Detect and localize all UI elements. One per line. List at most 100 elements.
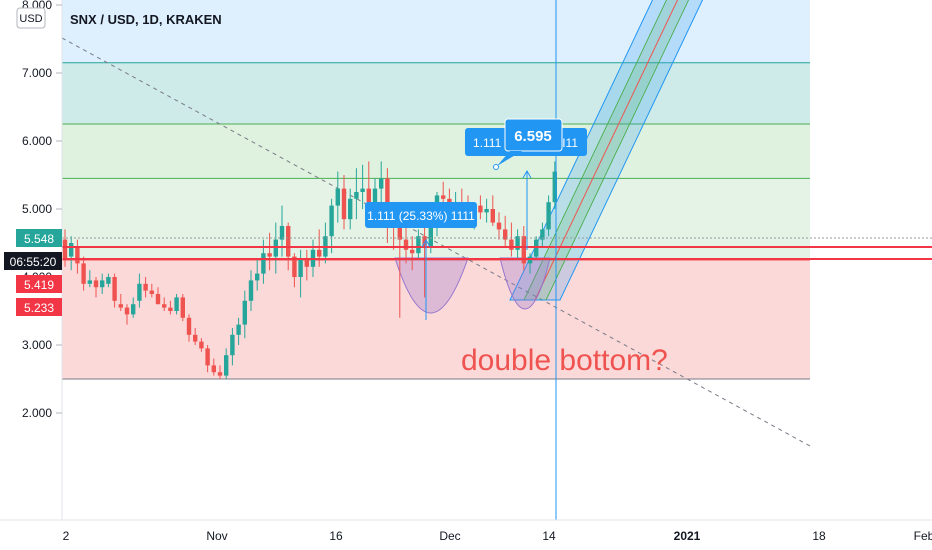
candle-body (87, 280, 92, 284)
candle-body (428, 226, 433, 247)
svg-text:06:55:20: 06:55:20 (10, 255, 57, 269)
candle-body (292, 256, 297, 277)
target-note[interactable]: 1.111 I11 6.595 (465, 118, 587, 170)
measure-note[interactable]: 1.111 (25.33%) 1111 (365, 202, 477, 228)
candle-body (143, 283, 148, 291)
time-tick-label: 14 (542, 529, 556, 543)
symbol-title: SNX / USD, 1D, KRAKEN (70, 12, 222, 27)
candle-body (149, 290, 154, 294)
candle-body (478, 205, 483, 213)
price-tick-label: 2.000 (22, 406, 52, 420)
candle-body (410, 249, 415, 254)
candle-body (242, 300, 247, 325)
candle-body (385, 178, 390, 216)
candle-body (540, 229, 545, 240)
candle-body (279, 226, 285, 240)
candle-body (155, 294, 161, 305)
fib-zone-0 (62, 260, 810, 379)
fib-zone-2 (62, 124, 810, 179)
candle-body (75, 246, 80, 264)
candle-body (62, 239, 68, 260)
double-bottom-annotation[interactable]: double bottom? (461, 344, 668, 377)
countdown-tag: 06:55:20 (4, 252, 62, 270)
candle-body (509, 239, 514, 250)
candle-body (348, 198, 353, 220)
candle-body (162, 304, 167, 308)
candle-body (69, 243, 74, 257)
bottom-arc-left (394, 257, 469, 314)
time-axis[interactable] (0, 520, 932, 550)
target-note-left: 1.111 (473, 136, 502, 150)
candle-body (354, 192, 359, 199)
svg-text:USD: USD (19, 13, 42, 25)
svg-text:5.548: 5.548 (24, 232, 54, 246)
candle-body (298, 260, 303, 277)
candle-body (137, 283, 142, 301)
candle-body (224, 355, 229, 376)
time-tick-label: 18 (812, 529, 826, 543)
candle-body (255, 273, 260, 281)
candle-body (261, 253, 266, 274)
svg-text:5.233: 5.233 (24, 301, 54, 315)
price-tick-label: 7.000 (22, 66, 52, 80)
candle-body (93, 280, 99, 288)
candle-body (484, 209, 489, 213)
candle-body (496, 222, 502, 230)
fib-zone-4 (62, 0, 810, 63)
candle-body (335, 188, 340, 206)
candle-body (100, 280, 105, 288)
candle-body (552, 171, 557, 203)
time-tick-label: 16 (329, 529, 343, 543)
currency-badge[interactable]: USD (16, 7, 46, 29)
candle-body (422, 236, 427, 247)
level-a-tag: 5.419 (16, 275, 62, 293)
candle-body (416, 236, 421, 254)
candle-body (366, 188, 371, 203)
candle-body (441, 195, 446, 199)
price-tick-label: 5.000 (22, 202, 52, 216)
time-tick-label: Dec (439, 529, 460, 543)
last-price-tag: 5.548 (16, 229, 62, 247)
candle-body (205, 348, 210, 366)
candle-body (211, 365, 216, 373)
candle-body (503, 229, 508, 240)
candle-body (317, 249, 322, 257)
price-tick-label: 6.000 (22, 134, 52, 148)
candle-body (546, 202, 551, 230)
candle-body (131, 304, 136, 315)
dashed-trendline (61, 37, 811, 447)
candle-body (186, 317, 192, 335)
fibonacci-zones (62, 0, 810, 380)
candle-body (286, 226, 291, 257)
candle-body (217, 372, 223, 376)
candle-body (106, 277, 111, 284)
candle-body (180, 297, 185, 318)
candle-body (81, 263, 86, 284)
candle-body (168, 307, 173, 311)
candle-body (379, 178, 384, 189)
candle-body (304, 260, 309, 267)
candle-body (174, 297, 179, 311)
candle-body (521, 236, 526, 264)
candle-body (236, 324, 241, 335)
target-note-right: I11 (562, 136, 578, 150)
candle-body (230, 334, 235, 356)
candle-body (193, 334, 198, 342)
candle-body (248, 280, 254, 301)
time-tick-label: Feb (914, 529, 932, 543)
price-tick-label: 3.000 (22, 338, 52, 352)
time-axis-ticks: 2 Nov 16 Dec 14 2021 18 Feb (63, 529, 932, 543)
candle-body (267, 253, 272, 257)
measure-note-text: 1.111 (25.33%) 1111 (367, 209, 475, 223)
time-tick-label: 2 (63, 529, 70, 543)
svg-text:5.419: 5.419 (24, 278, 54, 292)
candle-body (329, 205, 334, 237)
candle-body (341, 188, 347, 220)
candle-body (112, 277, 117, 301)
candle-body (490, 209, 495, 223)
candle-body (360, 188, 365, 192)
candle-body (118, 304, 123, 308)
bottom-arc-right (499, 257, 551, 310)
target-note-big: 6.595 (514, 128, 552, 145)
